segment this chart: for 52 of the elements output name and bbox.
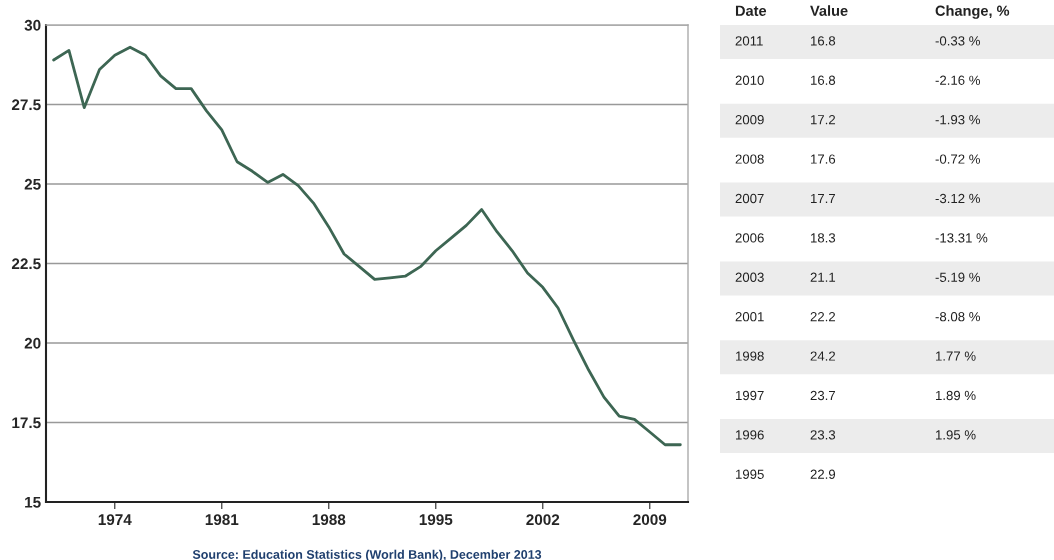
y-tick-label: 27.5 (11, 99, 41, 111)
x-tick-label: 2002 (526, 514, 560, 526)
text: 2001 (735, 312, 764, 322)
text: 16.8 (811, 75, 836, 85)
text: Value (810, 5, 848, 16)
text: 1996 (736, 430, 764, 440)
y-tick-label: 17.5 (12, 417, 41, 429)
y-tick-label: 15 (25, 497, 41, 508)
text: 2003 (735, 272, 764, 282)
text: -2.16 % (935, 75, 980, 85)
x-tick-label: 1981 (205, 514, 239, 526)
text: 2006 (735, 233, 764, 243)
text: 1995 (736, 469, 764, 479)
y-tick-label: 22.5 (11, 258, 41, 270)
text: 17.6 (811, 154, 836, 164)
text: 17.7 (811, 193, 836, 204)
text: -13.31 % (935, 233, 988, 243)
text: 2007 (735, 193, 764, 204)
y-tick-label: 30 (24, 19, 41, 31)
text: -0.33 % (935, 36, 980, 46)
text: 24.2 (810, 351, 836, 361)
text: 2011 (735, 36, 763, 46)
text: 1998 (736, 351, 764, 361)
text: 1997 (736, 390, 764, 401)
text: -5.19 % (935, 272, 980, 282)
text: 1.77 % (936, 351, 976, 361)
text: 17.2 (811, 115, 836, 125)
text: 18.3 (811, 233, 836, 243)
text: -8.08 % (935, 312, 980, 322)
y-tick-label: 20 (24, 337, 41, 349)
text: 23.3 (810, 430, 836, 440)
text: Date (735, 5, 767, 16)
x-tick-label: 2009 (633, 514, 667, 526)
text: 2008 (735, 154, 764, 164)
text: 2010 (735, 75, 764, 85)
text: 22.2 (810, 312, 836, 322)
text: 21.1 (810, 272, 836, 282)
text: 2009 (735, 115, 764, 125)
text: 23.7 (810, 390, 836, 401)
text: -1.93 % (935, 115, 980, 125)
x-tick-label: 1988 (312, 514, 346, 526)
text: 16.8 (811, 36, 836, 46)
text: -0.72 % (935, 154, 980, 164)
line-series (52, 45, 682, 447)
x-tick-label: 1974 (98, 514, 132, 526)
y-tick-label: 25 (24, 178, 41, 190)
text: -3.12 % (935, 193, 980, 204)
text: 1.95 % (936, 430, 976, 440)
text: 1.89 % (936, 390, 976, 401)
text: 22.9 (810, 469, 836, 479)
text: Change, % (935, 5, 1010, 19)
x-tick-label: 1995 (419, 514, 453, 526)
